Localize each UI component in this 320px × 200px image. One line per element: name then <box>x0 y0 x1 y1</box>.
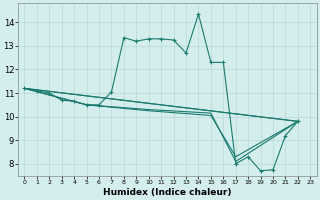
X-axis label: Humidex (Indice chaleur): Humidex (Indice chaleur) <box>103 188 232 197</box>
